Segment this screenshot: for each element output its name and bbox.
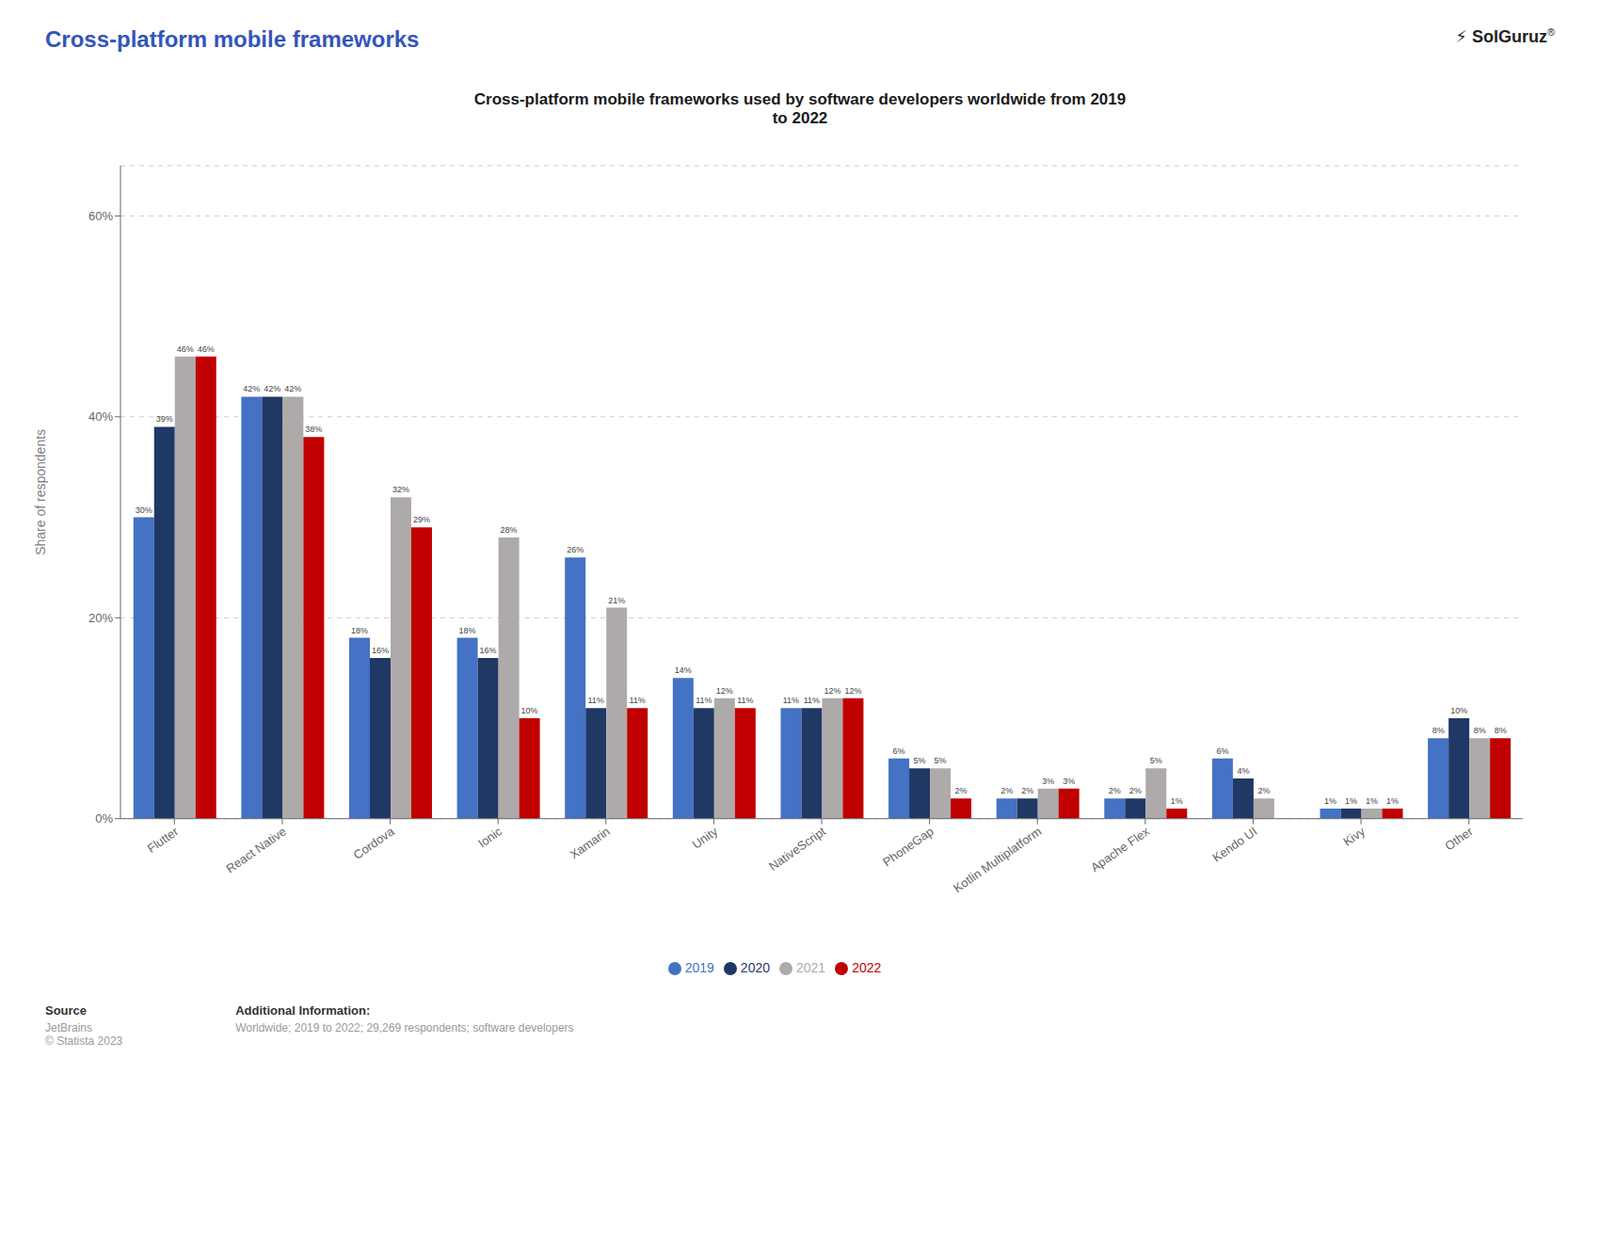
svg-text:10%: 10% — [521, 705, 539, 716]
svg-text:39%: 39% — [156, 414, 174, 424]
svg-text:11%: 11% — [736, 695, 753, 705]
html-text:2019: 2019 — [684, 959, 715, 975]
svg-text:32%: 32% — [392, 484, 410, 495]
html-text:2022: 2022 — [851, 959, 882, 975]
html-text:Source: Source — [45, 1003, 87, 1018]
svg-text:5%: 5% — [1150, 755, 1163, 766]
svg-text:8%: 8% — [1432, 725, 1445, 736]
svg-text:14%: 14% — [674, 665, 692, 675]
svg-text:29%: 29% — [413, 514, 431, 525]
svg-text:Apache Flex: Apache Flex — [1088, 823, 1152, 875]
html-text:JetBrains © Statista 2023: JetBrains © Statista 2023 — [45, 1021, 123, 1048]
svg-text:NativeScript: NativeScript — [766, 823, 829, 874]
svg-text:11%: 11% — [803, 695, 820, 705]
html-text:Worldwide; 2019 to 2022; 29,26: Worldwide; 2019 to 2022; 29,269 responde… — [235, 1021, 574, 1035]
svg-text:10%: 10% — [1450, 705, 1468, 716]
svg-text:2%: 2% — [1021, 785, 1034, 796]
svg-text:8%: 8% — [1494, 725, 1507, 736]
svg-text:11%: 11% — [629, 695, 646, 705]
svg-text:PhoneGap: PhoneGap — [880, 823, 937, 869]
svg-text:42%: 42% — [242, 384, 260, 394]
svg-text:Unity: Unity — [689, 823, 721, 852]
html-text:Cross-platform mobile framewor: Cross-platform mobile frameworks used by… — [474, 90, 1126, 128]
svg-text:30%: 30% — [135, 505, 153, 515]
svg-text:2%: 2% — [955, 785, 968, 796]
svg-text:46%: 46% — [197, 344, 215, 354]
svg-text:Flutter: Flutter — [144, 823, 182, 856]
html-text:⚡ SolGuruz®: ⚡ SolGuruz® — [1455, 26, 1555, 47]
svg-text:60%: 60% — [88, 208, 113, 224]
svg-text:16%: 16% — [371, 645, 389, 656]
svg-text:2%: 2% — [1129, 785, 1142, 796]
svg-text:46%: 46% — [176, 344, 194, 354]
svg-text:38%: 38% — [304, 424, 322, 434]
svg-text:12%: 12% — [716, 686, 734, 696]
svg-text:6%: 6% — [893, 746, 906, 756]
svg-text:2%: 2% — [1257, 785, 1270, 796]
svg-text:1%: 1% — [1386, 796, 1399, 806]
html-text:Additional Information:: Additional Information: — [235, 1003, 371, 1018]
svg-text:Ionic: Ionic — [475, 823, 506, 850]
svg-text:18%: 18% — [459, 625, 477, 636]
svg-text:1%: 1% — [1365, 796, 1378, 806]
svg-text:26%: 26% — [566, 544, 584, 555]
svg-text:1%: 1% — [1344, 796, 1358, 806]
svg-text:1%: 1% — [1170, 796, 1184, 806]
svg-text:11%: 11% — [588, 695, 605, 705]
svg-text:42%: 42% — [284, 384, 302, 394]
svg-text:3%: 3% — [1041, 776, 1055, 786]
svg-text:12%: 12% — [844, 686, 862, 696]
svg-text:0%: 0% — [95, 811, 113, 826]
svg-text:3%: 3% — [1062, 776, 1075, 786]
svg-text:11%: 11% — [783, 695, 800, 705]
svg-text:5%: 5% — [913, 755, 927, 766]
svg-text:Share of respondents: Share of respondents — [32, 429, 48, 556]
svg-text:5%: 5% — [934, 755, 947, 766]
svg-text:8%: 8% — [1473, 725, 1487, 736]
svg-text:18%: 18% — [351, 625, 368, 636]
html-text:Cross-platform mobile framewor: Cross-platform mobile frameworks — [45, 26, 420, 52]
svg-text:Cordova: Cordova — [351, 823, 398, 863]
svg-text:Xamarin: Xamarin — [567, 823, 613, 862]
svg-text:6%: 6% — [1216, 746, 1229, 756]
svg-text:21%: 21% — [608, 595, 625, 606]
svg-text:Kivy: Kivy — [1340, 823, 1368, 849]
svg-text:Kendo UI: Kendo UI — [1209, 823, 1260, 864]
html-text:2020: 2020 — [740, 959, 770, 975]
svg-text:12%: 12% — [823, 686, 841, 696]
svg-text:React Native: React Native — [223, 823, 289, 876]
svg-text:28%: 28% — [500, 525, 518, 535]
svg-text:11%: 11% — [695, 695, 712, 705]
svg-text:20%: 20% — [88, 610, 113, 625]
svg-text:16%: 16% — [480, 645, 497, 656]
svg-text:2%: 2% — [1108, 785, 1121, 796]
svg-text:4%: 4% — [1236, 766, 1249, 776]
svg-text:2%: 2% — [1000, 785, 1013, 796]
html-text:2021: 2021 — [796, 959, 826, 975]
svg-text:40%: 40% — [88, 409, 113, 424]
svg-text:Kotlin Multiplatform: Kotlin Multiplatform — [950, 823, 1044, 896]
svg-text:42%: 42% — [263, 384, 281, 394]
svg-text:1%: 1% — [1324, 796, 1337, 806]
svg-text:Other: Other — [1441, 823, 1476, 853]
